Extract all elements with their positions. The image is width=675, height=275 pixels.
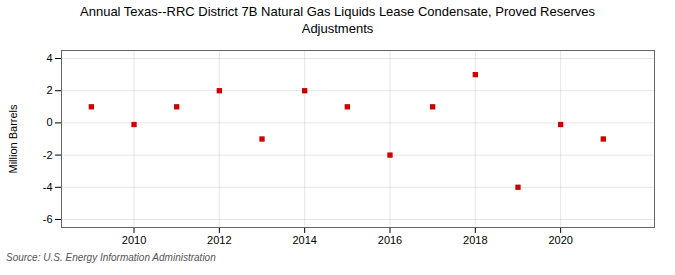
svg-text:2014: 2014 <box>292 234 316 246</box>
svg-text:2018: 2018 <box>463 234 487 246</box>
html-text:Annual Texas--RRC District 7B: Annual Texas--RRC District 7B Natural Ga… <box>80 4 595 36</box>
svg-text:-2: -2 <box>43 148 53 160</box>
svg-text:2: 2 <box>46 84 52 96</box>
svg-text:0: 0 <box>46 116 52 128</box>
svg-text:2020: 2020 <box>548 234 572 246</box>
svg-text:2016: 2016 <box>378 234 402 246</box>
svg-text:2010: 2010 <box>122 234 146 246</box>
svg-text:-6: -6 <box>43 213 53 225</box>
svg-text:2012: 2012 <box>207 234 231 246</box>
svg-text:-4: -4 <box>43 181 53 193</box>
svg-text:Million Barrels: Million Barrels <box>7 104 19 174</box>
svg-text:4: 4 <box>46 52 52 64</box>
html-text:Source: U.S. Energy Informatio: Source: U.S. Energy Information Administ… <box>6 251 216 263</box>
